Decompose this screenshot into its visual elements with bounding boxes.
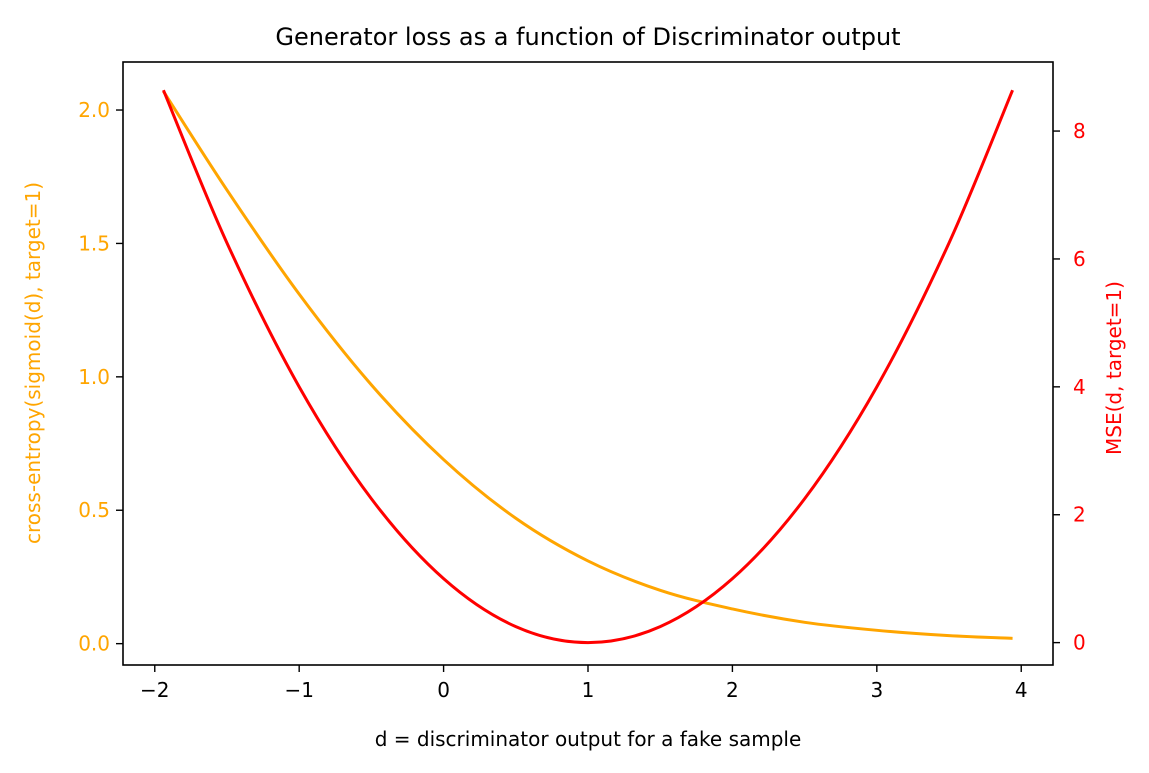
- x-tick-label: 2: [726, 678, 739, 702]
- plot-frame: [122, 61, 1054, 666]
- x-tick-label: 3: [870, 678, 883, 702]
- mse-series-line: [162, 89, 1014, 645]
- left-y-tick-label: 1.5: [78, 231, 110, 255]
- left-y-axis-label: cross-entropy(sigmoid(d), target=1): [21, 182, 45, 544]
- right-y-tick-label: 8: [1073, 119, 1086, 143]
- x-tick-label: −1: [284, 678, 313, 702]
- left-y-axis-ticks: 0.0 0.5 1.0 1.5 2.0: [78, 98, 123, 656]
- x-tick-label: −2: [140, 678, 169, 702]
- right-y-tick-label: 0: [1073, 631, 1086, 655]
- x-axis-label: d = discriminator output for a fake samp…: [375, 727, 802, 751]
- right-y-axis-ticks: 0 2 4 6 8: [1053, 119, 1086, 655]
- chart-title: Generator loss as a function of Discrimi…: [275, 23, 900, 51]
- x-axis-ticks: −2 −1 0 1 2 3 4: [140, 665, 1028, 702]
- right-y-axis-label: MSE(d, target=1): [1102, 281, 1126, 455]
- x-tick-label: 0: [437, 678, 450, 702]
- right-y-tick-label: 2: [1073, 503, 1086, 527]
- left-y-tick-label: 0.0: [78, 632, 110, 656]
- cross-entropy-series-line: [162, 90, 1013, 640]
- left-y-tick-label: 1.0: [78, 365, 110, 389]
- x-tick-label: 1: [582, 678, 595, 702]
- series-lines: [162, 89, 1014, 645]
- right-y-tick-label: 4: [1073, 375, 1086, 399]
- left-y-tick-label: 2.0: [78, 98, 110, 122]
- x-tick-label: 4: [1015, 678, 1028, 702]
- right-y-tick-label: 6: [1073, 247, 1086, 271]
- left-y-tick-label: 0.5: [78, 498, 110, 522]
